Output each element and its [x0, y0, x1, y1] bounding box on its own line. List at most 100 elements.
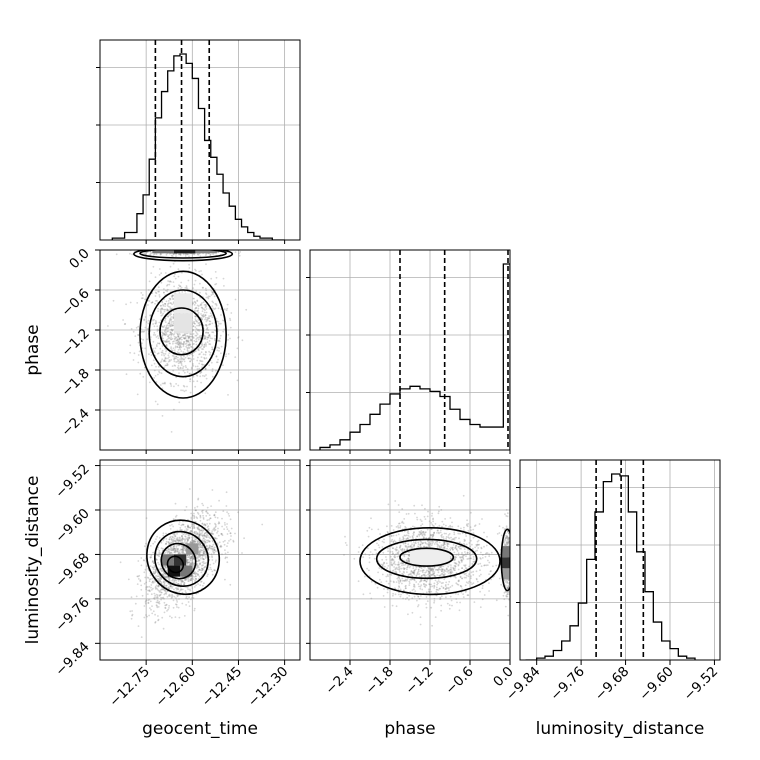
scatter-point: [465, 535, 467, 537]
scatter-point: [166, 309, 168, 312]
scatter-point: [390, 525, 393, 527]
scatter-point: [413, 543, 416, 546]
scatter-point: [425, 591, 428, 594]
scatter-point: [153, 598, 156, 600]
scatter-point: [191, 536, 193, 539]
scatter-point: [164, 382, 166, 385]
scatter-point: [185, 389, 187, 392]
scatter-point: [437, 568, 440, 571]
scatter-point: [168, 325, 170, 327]
scatter-point: [172, 578, 174, 581]
scatter-point: [190, 525, 193, 527]
scatter-point: [370, 580, 373, 583]
scatter-point: [194, 310, 197, 313]
scatter-point: [445, 591, 447, 593]
scatter-point: [422, 573, 425, 576]
scatter-point: [387, 588, 389, 591]
scatter-point: [196, 337, 199, 339]
scatter-point: [197, 253, 200, 256]
scatter-point: [189, 589, 192, 592]
scatter-point: [181, 602, 184, 605]
scatter-point: [159, 576, 162, 579]
scatter-point: [178, 346, 181, 349]
scatter-point: [394, 571, 396, 573]
scatter-point: [479, 606, 482, 609]
scatter-point: [403, 548, 406, 551]
scatter-point: [158, 342, 161, 345]
scatter-point: [196, 365, 199, 368]
scatter-point: [417, 570, 420, 573]
scatter-point: [152, 347, 154, 350]
scatter-point: [449, 573, 452, 575]
scatter-point: [193, 526, 196, 529]
scatter-point: [176, 595, 179, 598]
scatter-point: [198, 529, 201, 532]
scatter-point: [423, 536, 425, 539]
scatter-point: [162, 539, 165, 542]
scatter-point: [453, 531, 456, 534]
scatter-point: [176, 339, 178, 341]
scatter-point: [419, 518, 422, 521]
scatter-point: [189, 579, 192, 582]
scatter-point: [164, 573, 167, 575]
scatter-point: [172, 334, 175, 336]
scatter-point: [201, 546, 204, 549]
scatter-point: [193, 322, 196, 325]
scatter-point: [421, 542, 424, 545]
scatter-point: [448, 607, 451, 610]
scatter-point: [182, 248, 184, 250]
scatter-point: [210, 547, 213, 550]
scatter-point: [462, 593, 464, 595]
scatter-point: [195, 338, 198, 340]
scatter-point: [473, 525, 476, 527]
scatter-point: [440, 534, 443, 537]
scatter-point: [391, 564, 394, 567]
scatter-point: [208, 544, 211, 547]
scatter-point: [205, 308, 208, 310]
scatter-point: [197, 309, 200, 312]
scatter-point: [176, 601, 179, 603]
scatter-point: [161, 588, 164, 590]
scatter-point: [188, 342, 191, 344]
scatter-point: [192, 343, 195, 345]
scatter-point: [206, 341, 209, 343]
scatter-point: [195, 269, 197, 272]
scatter-point: [203, 558, 205, 561]
scatter-point: [202, 550, 205, 553]
scatter-point: [433, 600, 436, 602]
scatter-point: [185, 339, 188, 342]
scatter-point: [394, 556, 396, 559]
scatter-point: [212, 549, 215, 551]
scatter-point: [205, 293, 208, 296]
scatter-point: [417, 604, 420, 606]
scatter-point: [197, 329, 199, 332]
scatter-point: [178, 341, 181, 344]
scatter-point: [170, 431, 173, 433]
scatter-point: [191, 594, 194, 597]
scatter-point: [446, 542, 449, 545]
scatter-point: [137, 361, 140, 364]
scatter-point: [158, 550, 161, 552]
scatter-point: [476, 540, 479, 543]
scatter-point: [206, 327, 209, 330]
scatter-point: [202, 509, 204, 512]
scatter-point: [485, 552, 488, 554]
scatter-point: [196, 517, 199, 520]
scatter-point: [202, 353, 205, 356]
scatter-point: [399, 579, 402, 582]
scatter-point: [196, 328, 199, 331]
scatter-point: [472, 528, 475, 531]
scatter-point: [178, 598, 180, 600]
scatter-point: [203, 344, 206, 346]
scatter-point: [458, 579, 460, 582]
scatter-point: [155, 593, 158, 596]
scatter-point: [164, 575, 166, 578]
scatter-point: [449, 557, 452, 560]
scatter-point: [181, 579, 183, 582]
scatter-point: [152, 566, 155, 569]
scatter-point: [382, 551, 385, 554]
scatter-point: [210, 545, 213, 548]
scatter-point: [205, 263, 207, 266]
scatter-point: [182, 345, 185, 348]
scatter-point: [150, 301, 153, 304]
